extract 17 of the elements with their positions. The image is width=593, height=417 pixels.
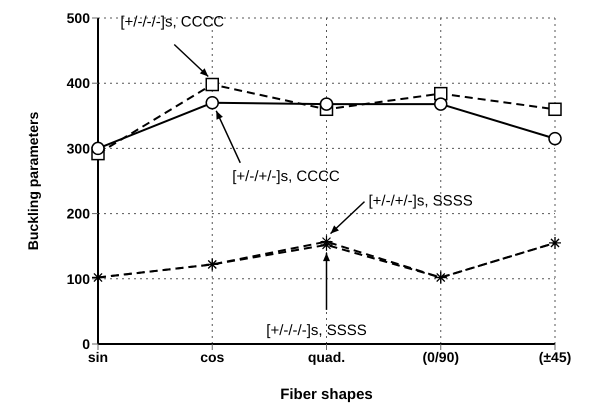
x-tick-label: (0/90) [422, 348, 460, 365]
y-tick-label: 200 [66, 206, 90, 222]
y-tick-label: 400 [66, 75, 90, 92]
x-axis-title: Fiber shapes [280, 386, 373, 403]
annotation: [+/-/-/-]s, CCCC [120, 14, 224, 31]
annotation: [+/-/-/-]s, SSSS [266, 322, 367, 339]
x-tick-label: sin [88, 348, 108, 365]
y-tick-label: 0 [82, 336, 90, 352]
x-tick-label: quad. [308, 348, 346, 365]
annotation: [+/-/+/-]s, SSSS [368, 192, 473, 210]
y-tick-label: 100 [66, 270, 90, 287]
y-tick-label: 500 [66, 10, 90, 26]
x-tick-label: (±45) [538, 348, 572, 365]
y-tick-label: 300 [66, 140, 90, 156]
x-tick-label: cos [200, 348, 225, 365]
y-axis-title: Buckling parameters [24, 112, 41, 250]
annotation: [+/-/+/-]s, CCCC [232, 168, 340, 185]
